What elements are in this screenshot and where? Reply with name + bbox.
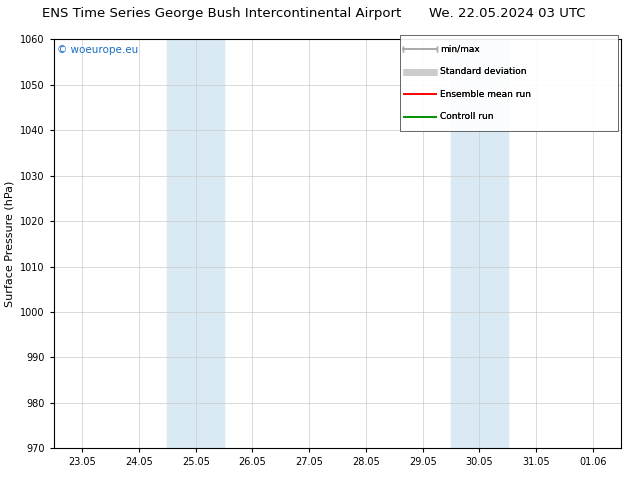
Text: Controll run: Controll run — [440, 112, 493, 122]
Text: min/max: min/max — [440, 45, 479, 54]
Text: Ensemble mean run: Ensemble mean run — [440, 90, 531, 99]
Text: Standard deviation: Standard deviation — [440, 68, 526, 76]
Y-axis label: Surface Pressure (hPa): Surface Pressure (hPa) — [4, 181, 15, 307]
FancyBboxPatch shape — [400, 35, 619, 131]
Bar — [451, 39, 508, 448]
Text: Controll run: Controll run — [440, 112, 493, 122]
Text: Ensemble mean run: Ensemble mean run — [440, 90, 531, 99]
Text: min/max: min/max — [440, 45, 479, 54]
Text: Standard deviation: Standard deviation — [440, 68, 526, 76]
Bar — [167, 39, 224, 448]
Text: We. 22.05.2024 03 UTC: We. 22.05.2024 03 UTC — [429, 7, 585, 21]
Text: ENS Time Series George Bush Intercontinental Airport: ENS Time Series George Bush Intercontine… — [42, 7, 401, 21]
Text: © woeurope.eu: © woeurope.eu — [56, 46, 138, 55]
